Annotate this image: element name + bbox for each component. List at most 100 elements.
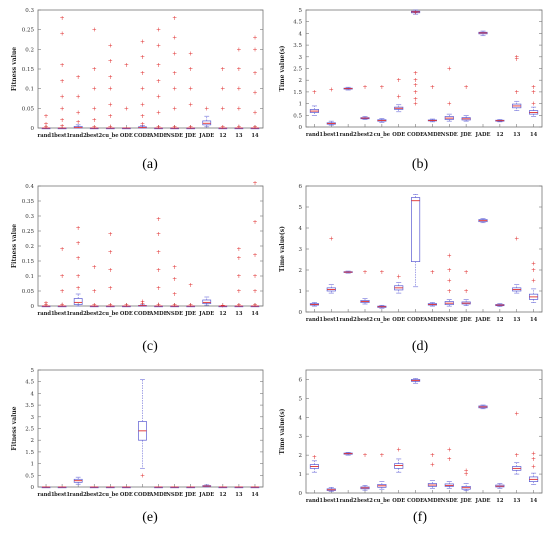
box-NSDE bbox=[170, 486, 179, 489]
outlier-point: + bbox=[236, 273, 241, 280]
outlier-point: + bbox=[464, 84, 469, 91]
y-tick-label: 0.5 bbox=[293, 113, 302, 119]
y-tick-label: 2 bbox=[299, 268, 303, 274]
box-rand2 bbox=[343, 452, 353, 456]
y-tick-label: 0.15 bbox=[22, 259, 35, 265]
y-tick-label: 0 bbox=[31, 485, 35, 491]
outlier-point: + bbox=[172, 276, 177, 283]
outlier-point: + bbox=[60, 246, 65, 253]
outlier-point: + bbox=[236, 288, 241, 295]
box-JADE: + bbox=[202, 105, 212, 128]
box-ODE: ++ bbox=[394, 77, 404, 113]
panel-caption: (e) bbox=[142, 510, 158, 525]
outlier-point: + bbox=[156, 109, 161, 116]
outlier-point: + bbox=[430, 462, 435, 469]
outlier-point: + bbox=[531, 450, 536, 457]
outlier-point: + bbox=[413, 101, 418, 108]
box-rand1 bbox=[309, 302, 319, 307]
box-JADE bbox=[202, 296, 212, 306]
outlier-point: + bbox=[92, 27, 97, 34]
outlier-point: + bbox=[312, 89, 317, 96]
x-tick-label: JDE bbox=[460, 317, 472, 323]
outlier-point: + bbox=[220, 124, 225, 131]
outlier-point: + bbox=[108, 42, 113, 49]
outlier-point: + bbox=[396, 77, 401, 84]
outlier-point: + bbox=[172, 264, 177, 271]
box-AMDE: + bbox=[427, 269, 437, 307]
x-tick-label: AMDE bbox=[422, 132, 441, 138]
x-tick-label: ODE bbox=[392, 317, 405, 323]
box-JDE: ++ bbox=[186, 282, 196, 309]
x-tick-label: rand2 bbox=[340, 132, 357, 138]
y-tick-label: 0 bbox=[31, 126, 35, 132]
y-tick-label: 4 bbox=[299, 415, 303, 421]
outlier-point: + bbox=[156, 42, 161, 49]
outlier-point: + bbox=[44, 121, 49, 128]
outlier-point: + bbox=[447, 446, 452, 453]
outlier-point: + bbox=[188, 86, 193, 93]
box-rand2 bbox=[73, 476, 83, 485]
box-CODE: ++ bbox=[138, 299, 147, 308]
box-12 bbox=[495, 303, 505, 307]
outlier-point: + bbox=[44, 113, 49, 120]
outlier-point: + bbox=[156, 124, 161, 131]
x-tick-label: rand2 bbox=[70, 133, 87, 139]
x-tick-label: AMDE bbox=[148, 311, 167, 317]
x-tick-label: 13 bbox=[235, 492, 243, 498]
x-tick-label: 12 bbox=[219, 492, 227, 498]
outlier-point: + bbox=[236, 66, 241, 73]
x-tick-label: best2 bbox=[357, 498, 373, 504]
x-tick-label: best1 bbox=[323, 498, 339, 504]
x-tick-label: JADE bbox=[475, 498, 491, 504]
x-tick-label: rand2 bbox=[340, 498, 357, 504]
outlier-point: + bbox=[447, 66, 452, 73]
panel-c: 0 0.05 0.1 0.15 0.2 0.25 0.3 0.35 0.4 Fitness val… bbox=[11, 180, 264, 354]
outlier-point: + bbox=[108, 113, 113, 120]
y-tick-label: 6 bbox=[299, 377, 303, 383]
box-JADE bbox=[478, 218, 488, 224]
outlier-point: + bbox=[156, 94, 161, 101]
box-ODE: + bbox=[394, 446, 404, 473]
outlier-point: + bbox=[252, 35, 257, 42]
y-axis-label: Fitness value bbox=[11, 406, 18, 450]
box-iqr bbox=[202, 299, 212, 304]
box-iqr bbox=[73, 298, 83, 305]
x-tick-label: 14 bbox=[251, 311, 259, 317]
box-14: + + + + + + bbox=[250, 180, 260, 309]
outlier-point: + bbox=[236, 255, 241, 262]
outlier-point: + bbox=[252, 273, 257, 280]
outlier-point: + bbox=[531, 278, 536, 285]
x-tick-label: AMDE bbox=[148, 492, 167, 498]
outlier-point: + bbox=[514, 411, 519, 418]
outlier-point: + bbox=[329, 236, 334, 243]
x-tick-label: JADE bbox=[198, 492, 214, 498]
x-tick-label: AMDE bbox=[148, 133, 167, 139]
x-tick-label: cu_be bbox=[374, 132, 391, 138]
outlier-point: + bbox=[531, 456, 536, 463]
outlier-point: + bbox=[60, 288, 65, 295]
outlier-point: + bbox=[531, 84, 536, 91]
outlier-point: + bbox=[172, 50, 177, 57]
y-tick-label: 0 bbox=[299, 491, 303, 497]
outlier-point: + bbox=[252, 90, 257, 97]
outlier-point: + bbox=[108, 101, 113, 108]
outlier-point: + bbox=[172, 35, 177, 42]
x-tick-label: CODE bbox=[407, 317, 424, 323]
box-rand2: + + + + bbox=[73, 74, 83, 129]
y-tick-label: 0.2 bbox=[25, 244, 34, 250]
outlier-point: + bbox=[76, 74, 81, 81]
outlier-point: + bbox=[329, 87, 334, 94]
outlier-point: + bbox=[156, 216, 161, 223]
x-tick-label: 14 bbox=[530, 498, 538, 504]
x-tick-label: best1 bbox=[54, 492, 70, 498]
box-NSDE: + + + + bbox=[170, 264, 179, 309]
plot-frame bbox=[37, 185, 264, 307]
outlier-point: + bbox=[156, 249, 161, 256]
outlier-point: + bbox=[108, 285, 113, 292]
box-rand2: + + + + + bbox=[73, 225, 83, 307]
y-tick-label: 0 bbox=[31, 304, 35, 310]
outlier-point: + bbox=[108, 302, 113, 309]
outlier-point: + bbox=[108, 231, 113, 238]
y-tick-label: 0.15 bbox=[22, 67, 35, 73]
